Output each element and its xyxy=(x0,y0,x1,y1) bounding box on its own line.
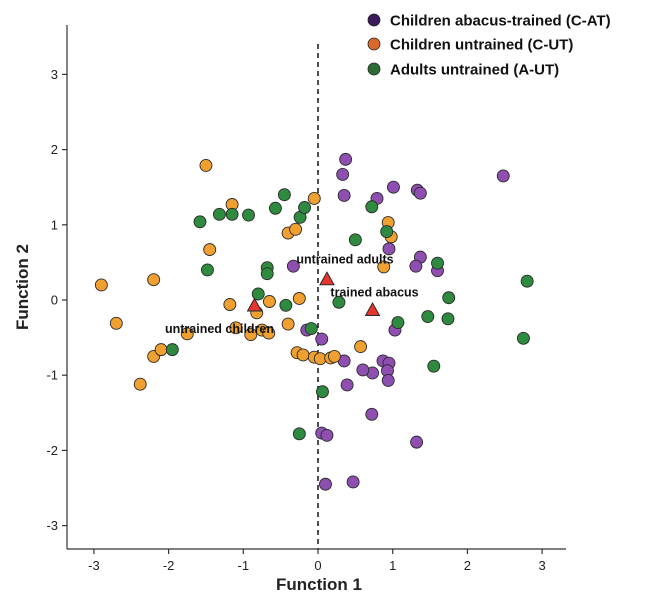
data-point-cat xyxy=(315,332,329,346)
centroid-label: untrained children xyxy=(165,322,274,336)
x-tick-label: 0 xyxy=(314,558,321,573)
data-point-cat xyxy=(413,186,427,200)
legend-marker-cat xyxy=(367,13,381,27)
data-point-cut xyxy=(154,343,168,357)
data-point-cut xyxy=(203,243,217,257)
data-point-aut xyxy=(516,331,530,345)
centroid-marker xyxy=(364,302,381,317)
data-point-cut xyxy=(262,326,276,340)
x-axis-title: Function 1 xyxy=(276,575,362,594)
y-tick-label: -3 xyxy=(46,518,58,533)
y-tick-label: 3 xyxy=(51,67,58,82)
data-point-aut xyxy=(365,200,379,214)
data-point-cut xyxy=(296,348,310,362)
x-tick-label: 3 xyxy=(538,558,545,573)
legend-label-cat: Children abacus-trained (C-AT) xyxy=(390,13,611,30)
data-point-cut xyxy=(307,192,321,205)
data-point-aut xyxy=(427,359,441,373)
data-point-aut xyxy=(225,207,239,221)
y-tick-label: 1 xyxy=(51,217,58,232)
data-point-cut xyxy=(281,317,295,331)
data-point-aut xyxy=(441,312,455,326)
x-tick-label: -1 xyxy=(238,558,250,573)
data-point-cut xyxy=(262,295,276,308)
y-tick-label: -2 xyxy=(46,443,58,458)
data-point-cat xyxy=(320,428,334,442)
series-cut xyxy=(94,158,398,391)
data-point-aut xyxy=(260,267,274,281)
data-point-aut xyxy=(193,215,207,229)
centroid-marker xyxy=(319,271,335,286)
data-point-cut xyxy=(109,316,123,330)
x-tick-label: 2 xyxy=(464,558,471,573)
data-point-cut xyxy=(354,340,368,354)
y-tick-label: 2 xyxy=(51,142,58,157)
data-point-cat xyxy=(381,374,395,387)
data-point-aut xyxy=(348,233,362,247)
data-point-aut xyxy=(332,295,346,309)
data-point-cat xyxy=(409,259,423,273)
data-point-aut xyxy=(520,274,534,288)
data-point-cat xyxy=(336,167,350,181)
data-point-cut xyxy=(133,377,147,391)
data-point-aut xyxy=(251,287,265,301)
data-point-aut xyxy=(292,427,306,441)
data-point-cat xyxy=(286,259,300,273)
data-point-cat xyxy=(365,407,379,421)
data-point-cat xyxy=(319,477,332,491)
legend-label-aut: Adults untrained (A-UT) xyxy=(390,62,559,79)
centroid-marker xyxy=(246,297,263,312)
data-point-cut xyxy=(289,222,303,236)
data-point-cat xyxy=(339,152,353,166)
data-point-cut xyxy=(147,273,161,287)
data-point-aut xyxy=(279,298,293,312)
data-point-aut xyxy=(316,385,329,399)
data-point-cut xyxy=(94,278,108,292)
data-point-cut xyxy=(327,349,341,363)
data-point-aut xyxy=(277,188,291,202)
data-point-cat xyxy=(496,169,510,183)
centroid-label: trained abacus xyxy=(330,286,418,300)
data-point-aut xyxy=(421,310,435,323)
x-tick-label: 1 xyxy=(389,558,396,573)
data-point-cut xyxy=(377,260,391,274)
data-point-aut xyxy=(304,322,318,336)
y-axis-title: Function 2 xyxy=(13,244,32,330)
data-point-cat xyxy=(340,378,354,392)
data-point-aut xyxy=(200,263,214,277)
axes: -3 -2 -1 0 1 2 3 -3 -2 -1 0 1 2 3 Function 1 Function 2 xyxy=(13,25,566,594)
data-point-aut xyxy=(242,208,255,222)
data-point-cut xyxy=(180,327,194,341)
data-point-aut xyxy=(212,207,226,221)
x-tick-label: -3 xyxy=(88,558,100,573)
data-point-cut xyxy=(199,158,213,172)
data-point-aut xyxy=(431,256,444,270)
data-point-aut xyxy=(298,201,312,214)
data-point-cat xyxy=(410,435,424,449)
data-point-cat xyxy=(356,363,370,377)
data-point-cat xyxy=(346,475,360,489)
series-aut xyxy=(165,188,534,441)
y-tick-label: 0 xyxy=(51,293,58,308)
legend-marker-cut xyxy=(367,37,381,51)
data-point-aut xyxy=(165,343,179,357)
centroid-label: untrained adults xyxy=(296,253,393,267)
plot-area: untrained adults trained abacus untrained … xyxy=(94,44,534,549)
data-point-aut xyxy=(380,225,394,239)
data-point-aut xyxy=(391,316,405,330)
data-point-cut xyxy=(292,292,306,305)
data-point-cut xyxy=(244,328,258,342)
data-point-aut xyxy=(442,291,456,305)
data-point-cat xyxy=(337,189,351,202)
data-point-cut xyxy=(229,321,243,335)
legend-marker-aut xyxy=(367,62,381,76)
data-point-aut xyxy=(268,201,282,215)
data-point-cat xyxy=(386,180,400,194)
y-tick-label: -1 xyxy=(46,368,58,383)
legend-label-cut: Children untrained (C-UT) xyxy=(390,37,573,54)
data-point-cut xyxy=(223,298,237,311)
x-tick-label: -2 xyxy=(163,558,175,573)
legend: Children abacus-trained (C-AT) Children u… xyxy=(367,13,611,79)
